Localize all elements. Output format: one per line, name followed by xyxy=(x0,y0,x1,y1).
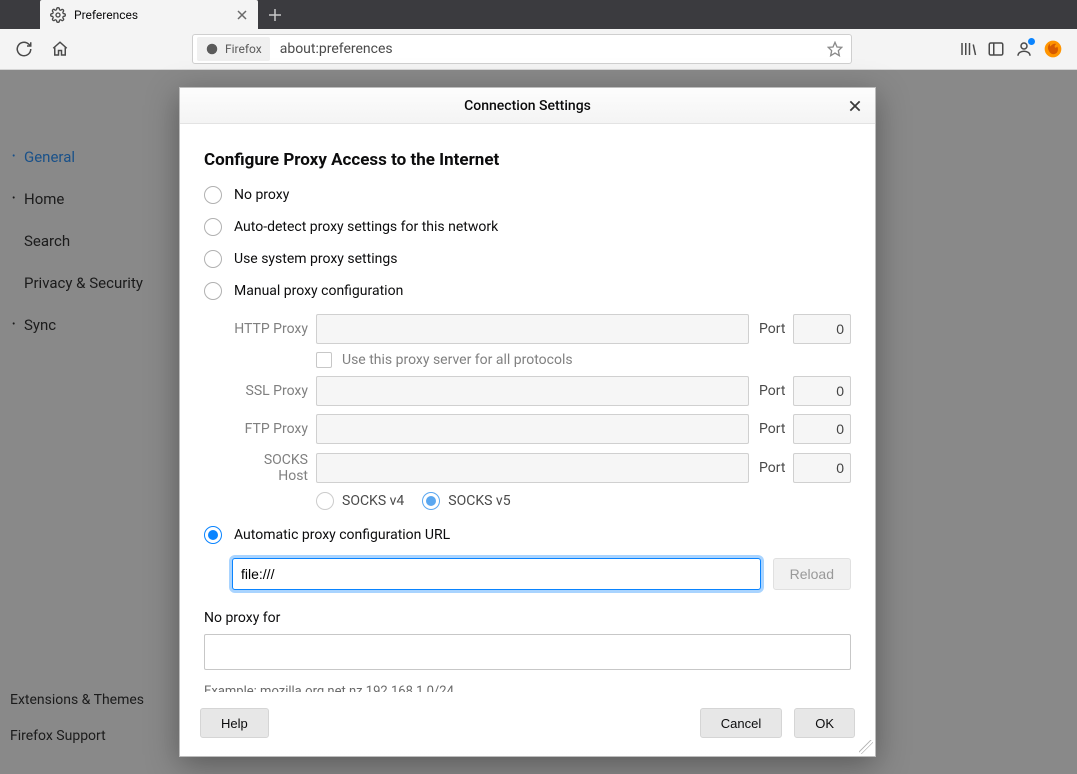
ssl-port-input[interactable] xyxy=(793,376,851,406)
tab-close-button[interactable] xyxy=(234,7,250,23)
radio-label: Use system proxy settings xyxy=(234,251,397,267)
section-title: Configure Proxy Access to the Internet xyxy=(204,150,851,170)
identity-box[interactable]: Firefox xyxy=(197,37,270,61)
ok-button[interactable]: OK xyxy=(794,708,855,738)
radio-label: No proxy xyxy=(234,187,289,203)
dialog-header: Connection Settings xyxy=(180,88,875,124)
radio-icon[interactable] xyxy=(204,526,222,544)
radio-label: Manual proxy configuration xyxy=(234,283,403,299)
identity-label: Firefox xyxy=(225,42,262,56)
socks-host-label: SOCKS Host xyxy=(232,452,310,484)
content-area: • General • Home Search Privacy & Securi… xyxy=(0,70,1077,774)
gear-icon xyxy=(50,7,66,23)
radio-label: Automatic proxy configuration URL xyxy=(234,527,450,543)
library-icon[interactable] xyxy=(959,40,977,58)
radio-icon[interactable] xyxy=(204,250,222,268)
tab-label: Preferences xyxy=(74,8,226,22)
socks-v4-label: SOCKS v4 xyxy=(342,493,404,509)
reload-icon[interactable] xyxy=(10,35,38,63)
sidebar-icon[interactable] xyxy=(987,40,1005,58)
url-text[interactable]: about:preferences xyxy=(274,41,819,57)
resize-grip-icon[interactable] xyxy=(859,740,873,754)
dialog-title: Connection Settings xyxy=(464,98,591,114)
ftp-proxy-input[interactable] xyxy=(316,414,749,444)
radio-no-proxy[interactable]: No proxy xyxy=(204,186,851,204)
no-proxy-for-label: No proxy for xyxy=(204,610,851,626)
new-tab-button[interactable] xyxy=(258,0,292,29)
browser-tab[interactable]: Preferences xyxy=(40,0,258,29)
firefox-menu-icon[interactable] xyxy=(1043,39,1063,59)
reload-button[interactable]: Reload xyxy=(773,558,851,590)
manual-proxy-grid: HTTP Proxy Port Use this proxy server fo… xyxy=(232,314,851,510)
nav-toolbar: Firefox about:preferences xyxy=(0,29,1077,70)
port-label: Port xyxy=(755,421,787,437)
connection-settings-dialog: Connection Settings Configure Proxy Acce… xyxy=(179,87,876,757)
bookmark-star-icon[interactable] xyxy=(823,41,847,57)
account-icon[interactable] xyxy=(1015,40,1033,58)
socks-host-input[interactable] xyxy=(316,453,749,483)
http-port-input[interactable] xyxy=(793,314,851,344)
radio-manual[interactable]: Manual proxy configuration xyxy=(204,282,851,300)
radio-icon[interactable] xyxy=(204,186,222,204)
socks-version-row: SOCKS v4 SOCKS v5 xyxy=(316,492,851,510)
socks-v5-option[interactable]: SOCKS v5 xyxy=(422,492,510,510)
no-proxy-for-input[interactable] xyxy=(204,634,851,670)
help-button[interactable]: Help xyxy=(200,708,269,738)
socks-v4-option[interactable]: SOCKS v4 xyxy=(316,492,404,510)
radio-icon[interactable] xyxy=(204,282,222,300)
ssl-proxy-label: SSL Proxy xyxy=(232,383,310,399)
radio-icon[interactable] xyxy=(316,492,334,510)
port-label: Port xyxy=(755,321,787,337)
port-label: Port xyxy=(755,383,787,399)
socks-v5-label: SOCKS v5 xyxy=(448,493,510,509)
pac-url-input[interactable] xyxy=(232,558,761,590)
radio-label: Auto-detect proxy settings for this netw… xyxy=(234,219,498,235)
ftp-proxy-label: FTP Proxy xyxy=(232,421,310,437)
socks-port-input[interactable] xyxy=(793,453,851,483)
radio-icon[interactable] xyxy=(422,492,440,510)
checkbox-icon[interactable] xyxy=(316,352,332,368)
radio-auto-detect[interactable]: Auto-detect proxy settings for this netw… xyxy=(204,218,851,236)
toolbar-right xyxy=(959,39,1067,59)
tabstrip: Preferences xyxy=(0,0,1077,29)
pac-url-row: Reload xyxy=(232,558,851,590)
home-icon[interactable] xyxy=(46,35,74,63)
ssl-proxy-input[interactable] xyxy=(316,376,749,406)
dialog-close-button[interactable] xyxy=(843,94,867,118)
urlbar[interactable]: Firefox about:preferences xyxy=(192,34,852,64)
ftp-port-input[interactable] xyxy=(793,414,851,444)
radio-auto-url[interactable]: Automatic proxy configuration URL xyxy=(204,526,851,544)
radio-system[interactable]: Use system proxy settings xyxy=(204,250,851,268)
http-proxy-input[interactable] xyxy=(316,314,749,344)
share-proxy-label: Use this proxy server for all protocols xyxy=(342,352,573,368)
cancel-button[interactable]: Cancel xyxy=(700,708,782,738)
http-proxy-label: HTTP Proxy xyxy=(232,321,310,337)
share-proxy-row[interactable]: Use this proxy server for all protocols xyxy=(316,352,851,368)
radio-icon[interactable] xyxy=(204,218,222,236)
port-label: Port xyxy=(755,460,787,476)
dialog-footer: Help Cancel OK xyxy=(180,692,875,756)
dialog-body: Configure Proxy Access to the Internet N… xyxy=(180,124,875,756)
tabstrip-spacer xyxy=(0,0,40,29)
firefox-icon xyxy=(205,42,219,56)
